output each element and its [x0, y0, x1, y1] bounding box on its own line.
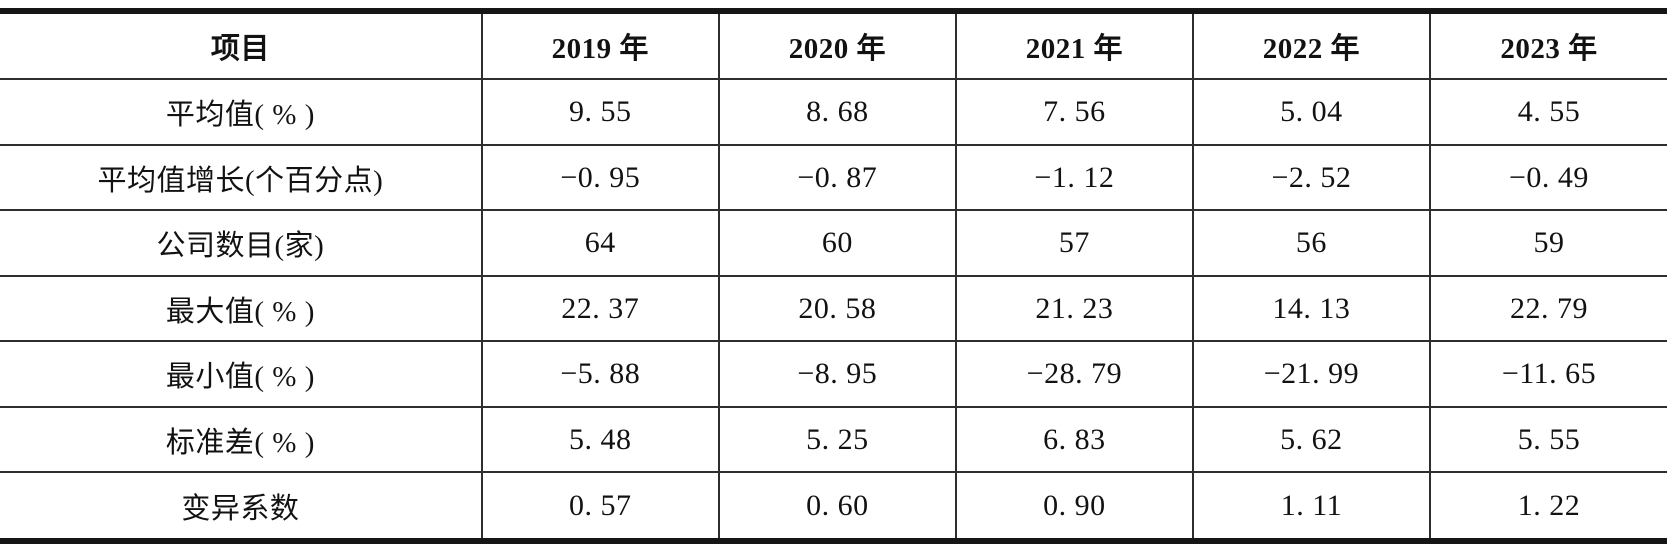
- table-cell: −5. 88: [480, 341, 719, 408]
- table-cell: 6. 83: [954, 406, 1193, 474]
- row-label-min: 最小值( % ): [0, 341, 482, 408]
- table-cell: 1. 11: [1191, 472, 1430, 541]
- table-cell: 9. 55: [480, 79, 719, 146]
- table-cell: 5. 62: [1191, 406, 1430, 474]
- table-cell: 1. 22: [1428, 472, 1667, 541]
- row-label-mean: 平均值( % ): [0, 79, 482, 146]
- table-row-stddev: 标准差( % ) 5. 48 5. 25 6. 83 5. 62 5. 55: [0, 406, 1667, 474]
- table-cell: 20. 58: [717, 275, 956, 343]
- table-cell: −1. 12: [954, 144, 1193, 212]
- row-label-mean-growth: 平均值增长(个百分点): [0, 144, 482, 212]
- table-cell: 0. 60: [717, 472, 956, 541]
- table-cell: 22. 79: [1428, 275, 1667, 343]
- table-cell: −0. 49: [1428, 144, 1667, 212]
- column-header-2019: 2019 年: [480, 11, 719, 81]
- header-row: 项目 2019 年 2020 年 2021 年 2022 年 2023 年: [0, 11, 1667, 81]
- table-cell: −2. 52: [1191, 144, 1430, 212]
- column-header-2021: 2021 年: [954, 11, 1193, 81]
- column-header-2020: 2020 年: [717, 11, 956, 81]
- table-row-max: 最大值( % ) 22. 37 20. 58 21. 23 14. 13 22.…: [0, 275, 1667, 343]
- row-label-max: 最大值( % ): [0, 275, 482, 343]
- table-cell: 7. 56: [954, 79, 1193, 146]
- table-cell: 14. 13: [1191, 275, 1430, 343]
- row-label-stddev: 标准差( % ): [0, 406, 482, 474]
- table-row-company-count: 公司数目(家) 64 60 57 56 59: [0, 210, 1667, 277]
- table-cell: 0. 57: [480, 472, 719, 541]
- table-cell: 5. 48: [480, 406, 719, 474]
- table-cell: 5. 55: [1428, 406, 1667, 474]
- table-cell: 60: [717, 210, 956, 277]
- statistics-table: 项目 2019 年 2020 年 2021 年 2022 年 2023 年 平均…: [0, 8, 1667, 544]
- table-cell: −28. 79: [954, 341, 1193, 408]
- table-row-mean: 平均值( % ) 9. 55 8. 68 7. 56 5. 04 4. 55: [0, 79, 1667, 146]
- table-cell: −11. 65: [1428, 341, 1667, 408]
- row-label-coeff-variation: 变异系数: [181, 492, 300, 525]
- table-cell: 5. 04: [1191, 79, 1430, 146]
- row-label-company-count: 公司数目(家): [0, 210, 482, 277]
- table-cell: 22. 37: [480, 275, 719, 343]
- column-header-item: 项目: [0, 11, 482, 81]
- table-cell: 56: [1191, 210, 1430, 277]
- table-cell: 4. 55: [1428, 79, 1667, 146]
- table-row-mean-growth: 平均值增长(个百分点) −0. 95 −0. 87 −1. 12 −2. 52 …: [0, 144, 1667, 212]
- table-cell: 64: [480, 210, 719, 277]
- table-cell: −8. 95: [717, 341, 956, 408]
- table-cell: −0. 87: [717, 144, 956, 212]
- table-cell: 0. 90: [954, 472, 1193, 541]
- table-cell: 21. 23: [954, 275, 1193, 343]
- table-row-min: 最小值( % ) −5. 88 −8. 95 −28. 79 −21. 99 −…: [0, 341, 1667, 408]
- column-header-2022: 2022 年: [1191, 11, 1430, 81]
- table-cell: 59: [1428, 210, 1667, 277]
- table-row-coeff-variation: 变异系数 0. 57 0. 60 0. 90 1. 11 1. 22: [0, 472, 1667, 541]
- table-cell: 57: [954, 210, 1193, 277]
- column-header-2023: 2023 年: [1428, 11, 1667, 81]
- table-cell: 5. 25: [717, 406, 956, 474]
- table-cell: 8. 68: [717, 79, 956, 146]
- table-cell: −21. 99: [1191, 341, 1430, 408]
- table-cell: −0. 95: [480, 144, 719, 212]
